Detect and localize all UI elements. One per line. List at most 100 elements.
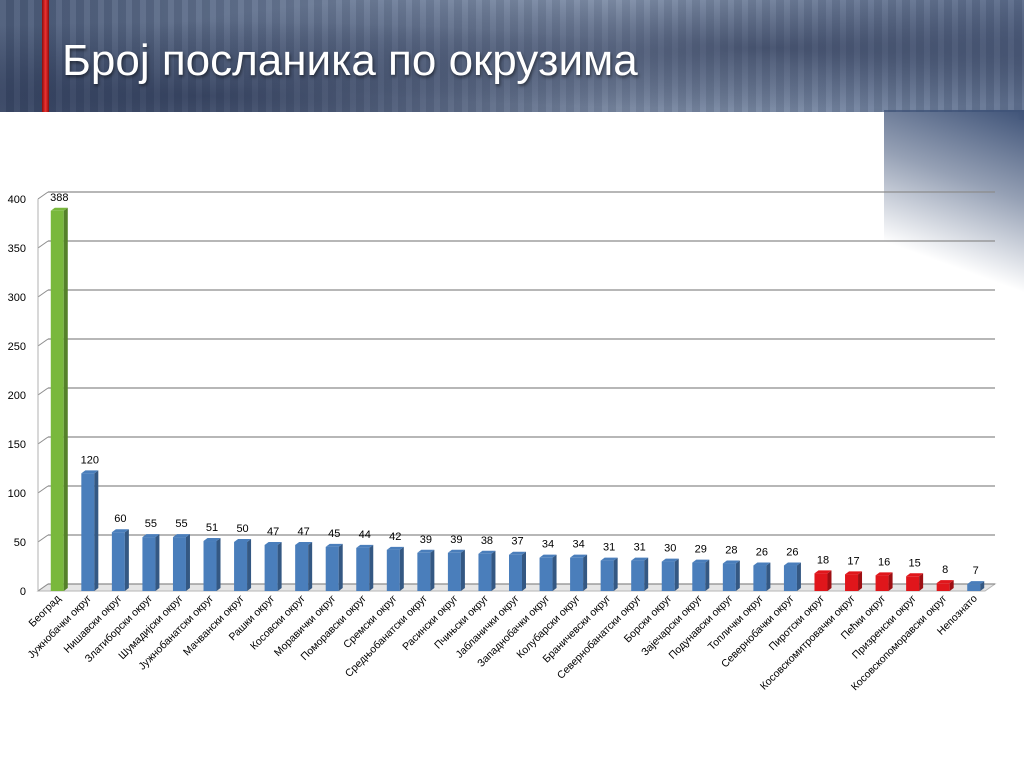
bar <box>722 563 736 591</box>
bar-value-label: 47 <box>267 526 279 538</box>
bar-side <box>155 534 160 591</box>
gridline-depth <box>37 485 49 494</box>
bar-top <box>264 541 282 545</box>
gridline-depth <box>37 583 49 592</box>
bar-value-label: 8 <box>942 564 948 576</box>
bar <box>570 557 584 591</box>
bar-value-label: 47 <box>298 526 310 538</box>
gridline-depth <box>37 289 49 298</box>
bar-value-label: 55 <box>175 518 187 530</box>
y-tick-label: 150 <box>8 439 26 451</box>
bar-side <box>644 557 649 591</box>
bar-side <box>185 534 190 591</box>
bar-side <box>216 538 221 591</box>
bar-value-label: 37 <box>511 536 523 548</box>
bar-side <box>124 529 129 591</box>
bar-value-label: 17 <box>847 555 859 567</box>
y-tick-label: 400 <box>8 194 26 206</box>
bar <box>234 542 248 591</box>
bar <box>264 544 278 591</box>
bar-value-label: 34 <box>542 539 554 551</box>
bar-value-label: 31 <box>603 542 615 554</box>
bar-top <box>81 470 99 474</box>
bar-top <box>356 544 374 548</box>
parliament-photo-background <box>0 0 1024 120</box>
gridline-depth <box>37 191 49 200</box>
gridline-depth <box>37 240 49 249</box>
bar-value-label: 39 <box>420 534 432 546</box>
red-accent-bar <box>42 0 49 120</box>
bar <box>417 552 431 591</box>
y-tick-label: 100 <box>8 488 26 500</box>
right-blue-fade <box>884 110 1024 320</box>
bar-top <box>967 581 985 585</box>
bar-value-label: 31 <box>634 542 646 554</box>
bar-top <box>295 541 313 545</box>
bar-top <box>906 573 924 577</box>
bar-side <box>735 560 740 591</box>
y-tick-label: 0 <box>20 586 26 598</box>
bar-side <box>674 558 679 591</box>
slide-title: Број посланика по окрузима <box>62 36 638 85</box>
bar <box>539 557 553 591</box>
bar-value-label: 38 <box>481 535 493 547</box>
bar-top <box>722 560 740 564</box>
header-banner <box>0 0 1024 120</box>
bar-side <box>430 549 435 591</box>
gridline-depth <box>37 338 49 347</box>
gridline-depth <box>37 534 49 543</box>
bar-top <box>845 571 863 575</box>
bar <box>447 552 461 591</box>
bar <box>172 537 186 591</box>
bar-side <box>613 557 618 591</box>
bar-side <box>949 580 954 591</box>
bar-top <box>509 551 526 555</box>
bar <box>875 575 889 591</box>
bar <box>478 553 492 591</box>
bar <box>295 544 309 591</box>
bar <box>81 473 95 591</box>
bar <box>203 541 217 591</box>
bar-value-label: 39 <box>450 534 462 546</box>
bar-value-label: 7 <box>973 565 979 577</box>
bar-top <box>875 572 893 576</box>
bar-value-label: 18 <box>817 554 829 566</box>
bar-side <box>460 549 465 591</box>
gridline-depth <box>37 387 49 396</box>
bar <box>753 565 767 591</box>
bar-value-label: 28 <box>725 545 737 557</box>
bar-side <box>491 550 496 591</box>
bar-side <box>705 559 710 591</box>
bar-value-label: 51 <box>206 522 218 534</box>
y-tick-label: 300 <box>8 292 26 304</box>
bar-top <box>753 562 771 566</box>
bar-value-label: 16 <box>878 556 890 568</box>
bar-value-label: 45 <box>328 528 340 540</box>
bar-top <box>417 549 435 553</box>
y-tick-label: 250 <box>8 341 26 353</box>
bar-top <box>386 546 404 550</box>
bar-side <box>522 551 526 591</box>
bar-value-label: 388 <box>50 192 68 204</box>
bar-value-label: 42 <box>389 531 401 543</box>
bar-top <box>936 580 954 584</box>
bar <box>325 546 339 591</box>
bar-top <box>50 207 68 211</box>
bar-side <box>63 207 68 591</box>
bar-side <box>552 554 557 591</box>
bar-top <box>814 570 832 574</box>
bar-top <box>478 550 496 554</box>
bar-side <box>277 541 282 591</box>
bar-value-label: 15 <box>909 557 921 569</box>
bar-top <box>600 557 618 561</box>
bar-top <box>142 534 160 538</box>
bar <box>814 573 828 591</box>
bar-top <box>325 543 343 547</box>
bar <box>967 584 981 591</box>
bar-side <box>583 554 588 591</box>
bar <box>661 561 675 591</box>
gridline-depth <box>37 436 49 445</box>
white-curve-overlay <box>0 112 1024 312</box>
bar <box>142 537 156 591</box>
